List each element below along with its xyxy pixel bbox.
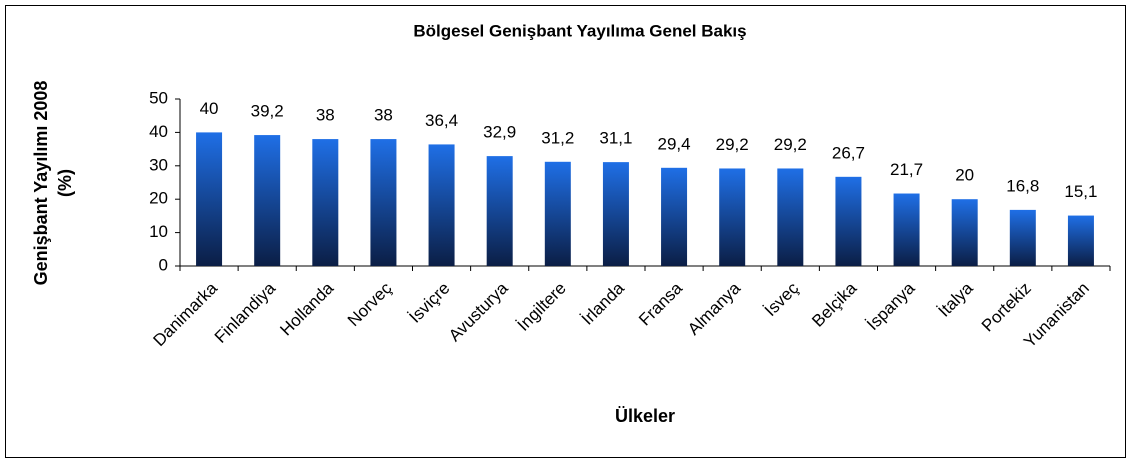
data-label: 16,8 — [1006, 176, 1039, 195]
y-tick-label: 0 — [159, 255, 168, 274]
bar — [777, 168, 804, 266]
data-label: 29,2 — [716, 135, 749, 154]
data-label: 40 — [200, 99, 219, 118]
bar — [486, 156, 513, 266]
chart-title: Bölgesel Genişbant Yayılıma Genel Bakış — [413, 21, 746, 40]
data-label: 26,7 — [832, 143, 865, 162]
y-tick-label: 50 — [149, 88, 168, 107]
data-label: 31,2 — [541, 128, 574, 147]
bar — [1067, 215, 1094, 266]
y-axis-title-line: Genişbant Yayılımı 2008 — [31, 81, 51, 286]
data-label: 39,2 — [251, 102, 284, 121]
x-axis-title: Ülkeler — [615, 406, 675, 426]
bar — [661, 167, 688, 266]
y-tick-label: 30 — [149, 155, 168, 174]
bar — [196, 132, 223, 266]
data-label: 21,7 — [890, 160, 923, 179]
bar — [835, 176, 862, 266]
bar — [254, 135, 281, 266]
y-axis-title: Genişbant Yayılımı 2008 (%) — [31, 81, 75, 286]
bar — [719, 168, 746, 266]
data-label: 20 — [955, 166, 974, 185]
bar — [951, 199, 978, 266]
bar — [893, 193, 920, 266]
data-label: 29,4 — [658, 134, 691, 153]
data-label: 38 — [316, 106, 335, 125]
data-label: 15,1 — [1064, 182, 1097, 201]
bar — [370, 139, 397, 266]
data-label: 32,9 — [483, 123, 516, 142]
data-label: 36,4 — [425, 111, 458, 130]
bar — [544, 161, 571, 266]
data-label: 38 — [374, 106, 393, 125]
y-axis-title-line: (%) — [55, 169, 75, 197]
y-tick-label: 20 — [149, 189, 168, 208]
data-label: 29,2 — [774, 135, 807, 154]
bar — [312, 139, 339, 266]
data-label: 31,1 — [599, 129, 632, 148]
y-tick-label: 10 — [149, 222, 168, 241]
bar — [602, 162, 629, 266]
bar — [428, 144, 455, 266]
bar — [1009, 209, 1036, 266]
y-tick-label: 40 — [149, 122, 168, 141]
